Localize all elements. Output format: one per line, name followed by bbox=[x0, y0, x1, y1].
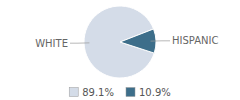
pie bbox=[84, 6, 156, 78]
chart: WHITE HISPANIC 89.1% 10.9% bbox=[0, 0, 240, 100]
leader-line bbox=[70, 42, 89, 43]
legend-item: 89.1% bbox=[69, 87, 114, 98]
slice-label: WHITE bbox=[35, 38, 68, 49]
slice-label: HISPANIC bbox=[172, 35, 218, 46]
legend: 89.1% 10.9% bbox=[69, 87, 171, 98]
legend-swatch bbox=[69, 88, 78, 97]
legend-label: 10.9% bbox=[139, 87, 171, 98]
legend-swatch bbox=[126, 88, 135, 97]
legend-label: 89.1% bbox=[82, 87, 114, 98]
legend-item: 10.9% bbox=[126, 87, 171, 98]
slice-labels: WHITE HISPANIC bbox=[35, 35, 218, 48]
leader-line bbox=[151, 40, 170, 41]
